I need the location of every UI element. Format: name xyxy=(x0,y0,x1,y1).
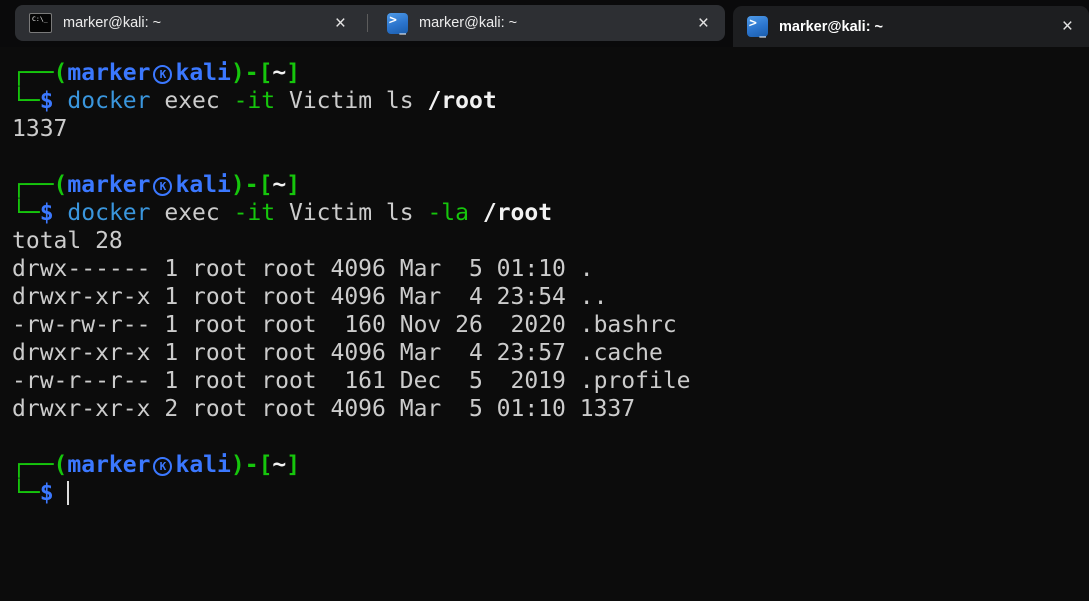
command-token: docker xyxy=(67,88,151,114)
tab-separator xyxy=(362,5,373,41)
input-line[interactable]: └─$ xyxy=(12,479,1079,507)
tab-2[interactable]: > _ marker@kali: ~ × xyxy=(373,5,725,41)
close-icon[interactable]: × xyxy=(697,12,709,34)
prompt-close: ] xyxy=(286,60,301,86)
prompt-dollar: $ xyxy=(39,88,54,114)
ls-row: -rw-rw-r-- 1 root root 160 Nov 26 2020 .… xyxy=(12,312,677,338)
command-path: /root xyxy=(482,200,553,226)
prompt-hostname: kali xyxy=(175,172,231,198)
prompt-close: ] xyxy=(286,172,301,198)
command-token: Victim xyxy=(288,88,373,114)
kali-at-icon: K xyxy=(153,457,173,476)
command-flag: -la xyxy=(427,200,469,226)
prompt-open: ┌──( xyxy=(12,172,68,198)
powershell-underscore-glyph: _ xyxy=(759,25,766,38)
powershell-underscore-glyph: _ xyxy=(399,21,406,35)
output-line: total 28 xyxy=(12,228,123,254)
powershell-arrow-glyph: > xyxy=(748,16,758,31)
cmd-icon: C:\_ xyxy=(29,13,52,33)
prompt-cwd: ~ xyxy=(272,452,287,478)
ls-row: drwxr-xr-x 1 root root 4096 Mar 4 23:57 … xyxy=(12,340,663,366)
prompt-open: ┌──( xyxy=(12,60,68,86)
ls-row: drwx------ 1 root root 4096 Mar 5 01:10 … xyxy=(12,256,594,282)
prompt-hostname: kali xyxy=(175,60,231,86)
ls-row: drwxr-xr-x 1 root root 4096 Mar 4 23:54 … xyxy=(12,284,608,310)
command-line-1: └─$ docker exec -it Victim ls/root xyxy=(12,87,1079,115)
command-line-2: └─$ docker exec -it Victim ls -la/root xyxy=(12,199,1079,227)
prompt-dollar: $ xyxy=(39,480,54,506)
tab-title: marker@kali: ~ xyxy=(779,18,884,35)
prompt-username: marker xyxy=(67,452,151,478)
command-flag: -it xyxy=(233,88,276,114)
command-token: exec xyxy=(164,200,220,226)
tab-3-active[interactable]: > _ marker@kali: ~ × xyxy=(733,6,1089,47)
prompt-username: marker xyxy=(67,172,151,198)
prompt-mid: )-[ xyxy=(230,60,273,86)
command-token: ls xyxy=(385,88,414,114)
prompt-branch: └─ xyxy=(12,200,40,226)
powershell-icon: > _ xyxy=(747,16,768,38)
prompt-close: ] xyxy=(286,452,301,478)
prompt-dollar: $ xyxy=(39,200,54,226)
ls-row: drwxr-xr-x 2 root root 4096 Mar 5 01:10 … xyxy=(12,396,636,422)
tab-1[interactable]: C:\_ marker@kali: ~ × xyxy=(15,5,362,41)
powershell-icon: > _ xyxy=(387,12,408,35)
close-icon[interactable]: × xyxy=(1061,16,1073,37)
command-token: exec xyxy=(164,88,220,114)
blank-line xyxy=(12,423,1079,451)
output-line: 1337 xyxy=(12,116,68,142)
prompt-username: marker xyxy=(67,60,151,86)
text-cursor xyxy=(67,481,70,505)
prompt-cwd: ~ xyxy=(272,172,287,198)
kali-at-icon: K xyxy=(153,177,173,196)
powershell-arrow-glyph: > xyxy=(388,12,398,28)
blank-line xyxy=(12,143,1079,171)
prompt-mid: )-[ xyxy=(230,172,273,198)
kali-at-icon: K xyxy=(153,65,173,84)
prompt-branch: └─ xyxy=(12,480,40,506)
command-token: docker xyxy=(67,200,151,226)
prompt-mid: )-[ xyxy=(230,452,273,478)
tab-title: marker@kali: ~ xyxy=(63,15,162,31)
prompt-open: ┌──( xyxy=(12,452,68,478)
close-icon[interactable]: × xyxy=(334,12,346,34)
command-token: ls xyxy=(385,200,414,226)
tab-separator-line xyxy=(367,14,368,32)
command-flag: -it xyxy=(233,200,276,226)
cmd-icon-text: C:\_ xyxy=(32,15,48,23)
command-token: Victim xyxy=(288,200,373,226)
tab-title: marker@kali: ~ xyxy=(419,15,518,31)
tab-bar: C:\_ marker@kali: ~ × > _ marker@kali: ~ … xyxy=(0,0,1089,47)
prompt-hostname: kali xyxy=(175,452,231,478)
command-path: /root xyxy=(427,88,497,114)
prompt-cwd: ~ xyxy=(272,60,287,86)
prompt-branch: └─ xyxy=(12,88,40,114)
ls-row: -rw-r--r-- 1 root root 161 Dec 5 2019 .p… xyxy=(12,368,691,394)
